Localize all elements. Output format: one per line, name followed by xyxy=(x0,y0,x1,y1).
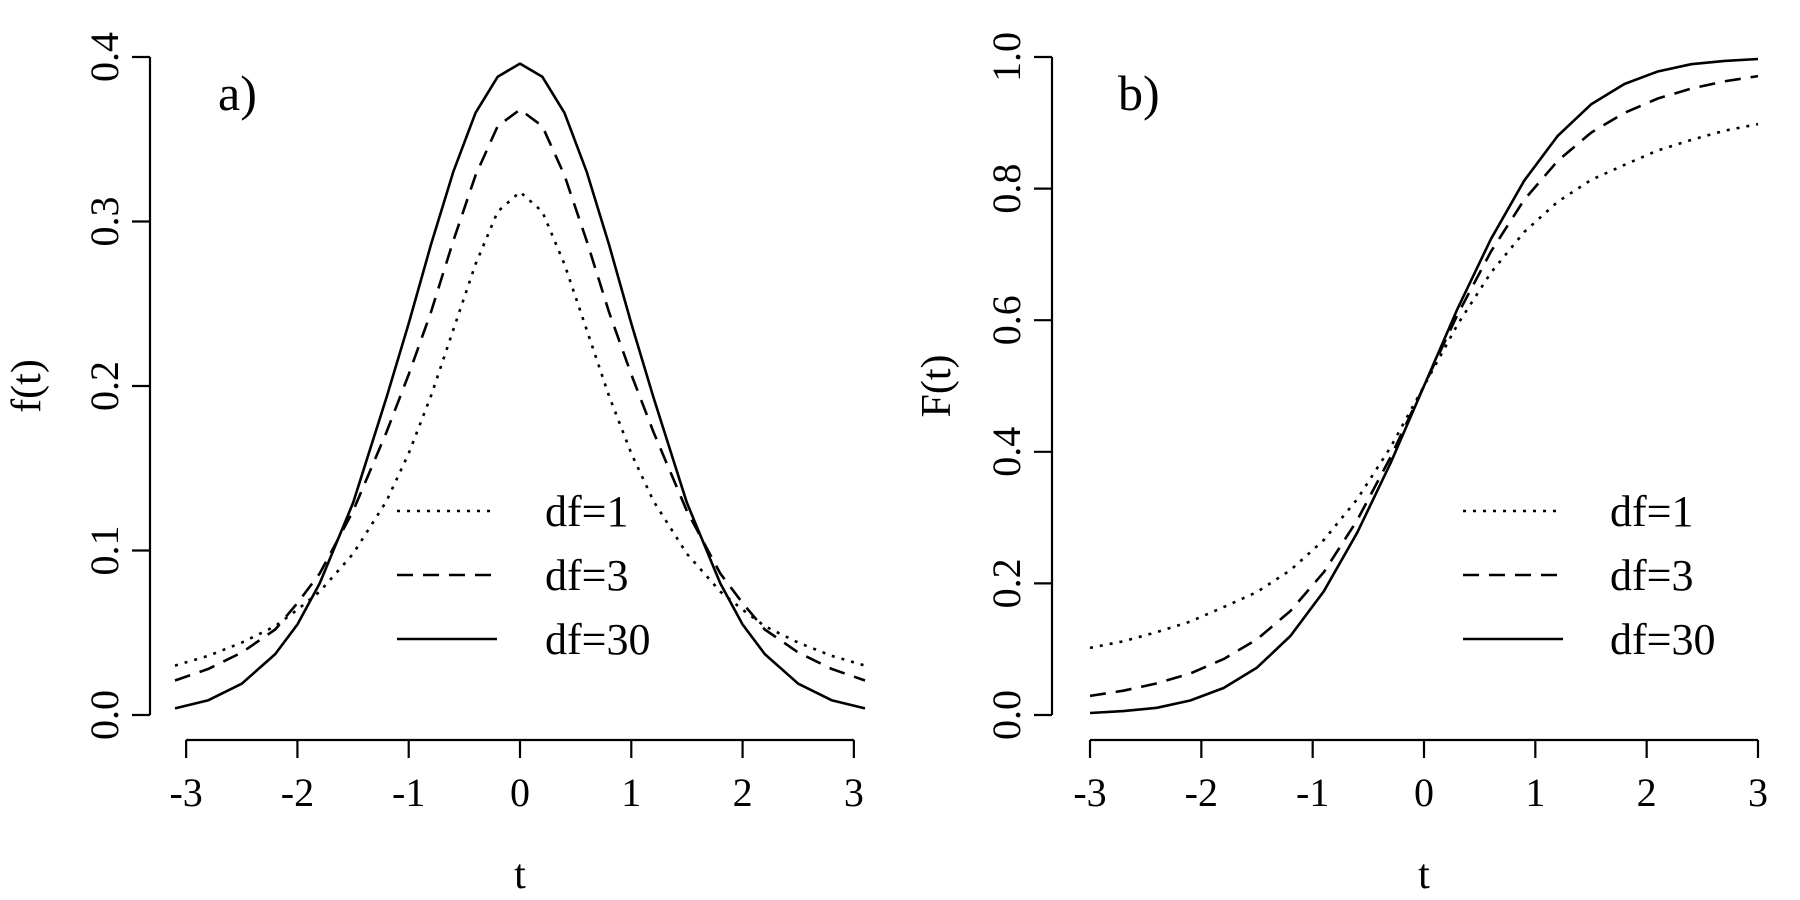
panel-a-y-tick-label: 0.2 xyxy=(82,361,127,411)
panel-a-x-tick-label: -2 xyxy=(281,770,314,815)
panel-a-x-tick-label: 0 xyxy=(510,770,530,815)
panel-b-y-tick-label: 1.0 xyxy=(984,32,1029,82)
panel-b-legend-label: df=1 xyxy=(1610,487,1693,536)
panel-b-legend-label: df=3 xyxy=(1610,551,1693,600)
panel-b-y-tick-label: 0.4 xyxy=(984,427,1029,477)
panel-a-x-tick-label: -3 xyxy=(169,770,202,815)
panel-b-x-axis-title: t xyxy=(1418,852,1430,898)
panel-a-y-tick-label: 0.4 xyxy=(82,32,127,82)
panel-b-series-df-3 xyxy=(1089,74,1759,698)
panel-a-y-tick-label: 0.1 xyxy=(82,526,127,576)
panel-b-y-tick-label: 0.0 xyxy=(984,690,1029,740)
panel-a-legend-label: df=1 xyxy=(545,487,628,536)
panel-b-x-tick-label: 3 xyxy=(1748,770,1768,815)
panel-a-series-df-3 xyxy=(174,108,866,682)
panel-a-panel-label: a) xyxy=(218,65,257,121)
panel-b-x-tick-label: -1 xyxy=(1296,770,1329,815)
panel-a-y-tick-label: 0.0 xyxy=(82,690,127,740)
panel-a-legend-label: df=3 xyxy=(545,551,628,600)
panel-b-x-tick-label: 2 xyxy=(1637,770,1657,815)
panel-a-series-df-30 xyxy=(174,62,866,710)
panel-b-cdf-chart: 0.0 0.2 0.4 0.6 0.8 1.0 -3 -2 -1 0 1 2 3 F(t) t b) df=1 d… xyxy=(914,32,1768,898)
panel-b-x-tick-label: 1 xyxy=(1525,770,1545,815)
panel-a-series-df-1 xyxy=(174,190,866,667)
panel-a-x-tick-label: -1 xyxy=(392,770,425,815)
panel-a-x-tick-label: 2 xyxy=(733,770,753,815)
panel-b-legend-label: df=30 xyxy=(1610,615,1715,664)
panel-b-y-tick-label: 0.2 xyxy=(984,558,1029,608)
panel-b-x-tick-label: -2 xyxy=(1185,770,1218,815)
panel-b-x-tick-label: -3 xyxy=(1073,770,1106,815)
panel-b-series-df-30 xyxy=(1089,57,1759,715)
panel-a-y-tick-label: 0.3 xyxy=(82,197,127,247)
panel-b-panel-label: b) xyxy=(1118,65,1160,121)
panel-a-density-chart: 0.0 0.1 0.2 0.3 0.4 -3 -2 -1 0 1 2 3 f(t) t a) df=1 df=3… xyxy=(4,32,866,898)
panel-a-legend-label: df=30 xyxy=(545,615,650,664)
panel-a-y-axis-title: f(t) xyxy=(4,359,50,413)
panel-a-x-axis-title: t xyxy=(514,852,526,898)
panel-b-y-axis-title: F(t) xyxy=(914,355,960,418)
panel-b-y-tick-label: 0.8 xyxy=(984,164,1029,214)
panel-a-x-tick-label: 3 xyxy=(844,770,864,815)
panel-b-y-tick-label: 0.6 xyxy=(984,295,1029,345)
panel-b-x-tick-label: 0 xyxy=(1414,770,1434,815)
panel-a-x-tick-label: 1 xyxy=(621,770,641,815)
